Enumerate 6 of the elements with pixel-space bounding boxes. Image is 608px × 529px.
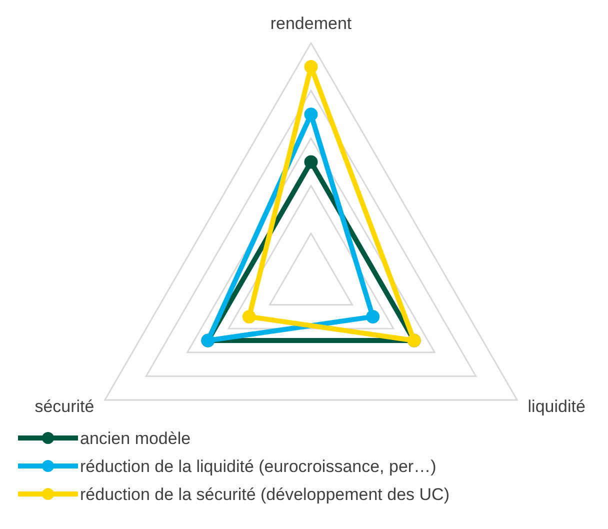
spoke-label: liquidité <box>528 397 586 416</box>
legend-label: réduction de la sécurité (développement des UC) <box>80 485 450 504</box>
legend-label: ancien modèle <box>80 429 191 448</box>
legend-label: réduction de la liquidité (eurocroissance, per…) <box>80 457 436 476</box>
spoke-label: sécurité <box>34 397 94 416</box>
spoke-label: rendement <box>270 14 352 33</box>
